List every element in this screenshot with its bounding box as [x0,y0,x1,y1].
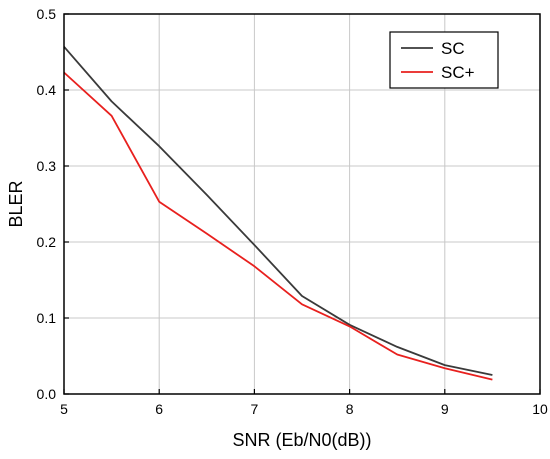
legend-box [389,31,499,89]
legend: SC SC+ [389,31,499,89]
x-tick-label: 7 [251,401,259,417]
x-tick-label: 5 [60,401,68,417]
x-tick-label: 6 [155,401,163,417]
y-tick-label: 0.5 [37,6,57,22]
axis-ticks: 5 6 7 8 9 10 0.0 0.1 0.2 0.3 0.4 0.5 [37,6,548,417]
y-axis-title: BLER [6,180,26,227]
y-tick-label: 0.0 [37,386,57,402]
y-tick-label: 0.2 [37,234,57,250]
legend-label: SC [441,39,465,58]
y-tick-label: 0.3 [37,158,57,174]
plot-frame [63,13,541,395]
series-line-sc--1 [63,71,493,381]
series-lines [63,46,493,381]
y-tick-label: 0.4 [37,82,57,98]
x-tick-label: 9 [441,401,449,417]
x-tick-label: 10 [532,401,548,417]
series-line-sc [63,46,493,376]
y-tick-label: 0.1 [37,310,57,326]
x-axis-title: SNR (Eb/N0(dB)) [232,430,371,450]
x-tick-label: 8 [346,401,354,417]
legend-label: SC+ [441,63,475,82]
